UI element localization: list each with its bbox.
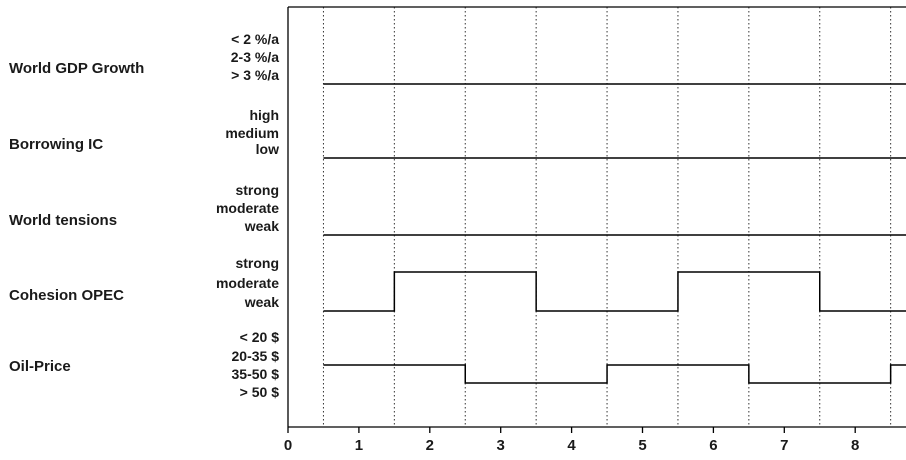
x-tick-label-5: 5 [638, 437, 646, 454]
state-label-0-0: < 2 %/a [231, 31, 279, 47]
state-label-4-0: < 20 $ [240, 329, 280, 345]
state-label-2-0: strong [235, 182, 279, 198]
series-line-4 [323, 364, 906, 384]
variable-label-2: World tensions [9, 212, 117, 229]
state-label-2-1: moderate [216, 200, 279, 216]
state-label-2-2: weak [244, 218, 279, 234]
series-lines [323, 83, 906, 384]
row-labels: World GDP Growth < 2 %/a 2-3 %/a > 3 %/a Bor… [9, 31, 279, 400]
state-label-4-2: 35-50 $ [232, 366, 280, 382]
axes [287, 6, 906, 428]
x-tick-label-7: 7 [780, 437, 788, 454]
x-tick-label-6: 6 [709, 437, 717, 454]
x-tick-label-2: 2 [426, 437, 434, 454]
state-label-3-0: strong [235, 255, 279, 271]
x-tick-label-8: 8 [851, 437, 859, 454]
state-label-4-1: 20-35 $ [232, 348, 280, 364]
state-label-3-2: weak [244, 294, 279, 310]
variable-label-0: World GDP Growth [9, 60, 144, 77]
x-tick-labels: 0 1 2 3 4 5 6 7 8 [284, 427, 859, 454]
state-label-4-3: > 50 $ [240, 384, 280, 400]
variable-label-4: Oil-Price [9, 358, 71, 375]
variable-label-1: Borrowing IC [9, 136, 103, 153]
x-tick-label-4: 4 [567, 437, 576, 454]
state-label-3-1: moderate [216, 275, 279, 291]
variable-label-3: Cohesion OPEC [9, 287, 124, 304]
x-tick-label-0: 0 [284, 437, 292, 454]
x-tick-label-3: 3 [497, 437, 505, 454]
state-label-0-2: > 3 %/a [231, 67, 279, 83]
state-label-1-1: medium [225, 125, 279, 141]
state-label-1-0: high [249, 107, 279, 123]
state-label-1-2: low [256, 141, 279, 157]
gridlines [322, 7, 892, 427]
state-label-0-1: 2-3 %/a [231, 49, 279, 65]
series-line-3 [323, 271, 906, 312]
x-tick-label-1: 1 [355, 437, 363, 454]
